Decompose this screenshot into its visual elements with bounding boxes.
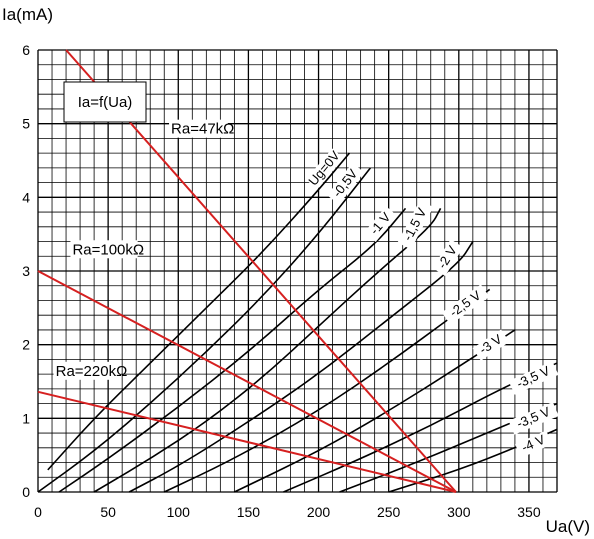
load-line bbox=[65, 49, 457, 493]
series-label: -2,5 V bbox=[441, 284, 490, 325]
load-label-bg bbox=[70, 240, 138, 259]
series-curve bbox=[234, 329, 516, 493]
x-tick-label: 200 bbox=[307, 504, 331, 520]
series-label-bg bbox=[508, 361, 559, 395]
characteristic-curves bbox=[37, 152, 558, 493]
series-label: -4 V bbox=[515, 430, 553, 458]
series-curve bbox=[283, 362, 558, 493]
series-label: -3,5 V bbox=[508, 361, 559, 395]
series-label-bg bbox=[472, 329, 510, 361]
load-line-label: Ra=47kΩ bbox=[171, 121, 234, 138]
series-curve bbox=[37, 167, 372, 493]
series-curve bbox=[58, 207, 407, 493]
y-tick-label: 0 bbox=[22, 484, 30, 500]
series-label-bg bbox=[305, 148, 344, 190]
load-line-labels: Ra=47kΩ Ra=100kΩ Ra=220kΩ bbox=[53, 119, 234, 380]
load-line bbox=[37, 390, 457, 493]
x-tick-label: 100 bbox=[167, 504, 191, 520]
series-label-bg bbox=[515, 430, 553, 458]
series-label-bg bbox=[441, 284, 490, 325]
load-line-label: Ra=220kΩ bbox=[56, 363, 128, 380]
series-label: -1,5 V bbox=[397, 200, 434, 250]
series-label-text: -3,5 V bbox=[514, 363, 552, 391]
series-label-bg bbox=[397, 200, 434, 250]
tick-labels: 0 50 100 150 200 250 300 350 0 1 2 3 4 5 6 bbox=[22, 42, 541, 520]
y-tick-label: 5 bbox=[22, 116, 30, 132]
x-tick-label: 0 bbox=[34, 504, 42, 520]
series-label-bg bbox=[432, 239, 464, 277]
load-label-bg bbox=[53, 361, 121, 380]
load-label-bg bbox=[169, 119, 228, 138]
series-curve bbox=[128, 241, 474, 493]
series-label: -3 V bbox=[472, 329, 510, 361]
load-lines bbox=[37, 49, 457, 493]
x-tick-label: 50 bbox=[100, 504, 116, 520]
series-label: -0,5V bbox=[327, 162, 365, 205]
series-label-bg bbox=[508, 402, 559, 435]
series-curve bbox=[339, 402, 558, 493]
load-line-label: Ra=100kΩ bbox=[72, 241, 144, 258]
y-axis-label: Ia(mA) bbox=[2, 5, 53, 24]
x-tick-label: 250 bbox=[377, 504, 401, 520]
chart-title: Ia=f(Ua) bbox=[78, 94, 133, 111]
y-tick-label: 6 bbox=[22, 42, 30, 58]
x-tick-label: 150 bbox=[237, 504, 261, 520]
y-tick-label: 1 bbox=[22, 410, 30, 426]
title-box: Ia=f(Ua) bbox=[63, 81, 147, 123]
y-tick-label: 4 bbox=[22, 189, 30, 205]
series-label-bg bbox=[364, 206, 398, 242]
x-tick-label: 350 bbox=[517, 504, 541, 520]
series-label-text: -3,5 V bbox=[514, 404, 552, 431]
series-curve bbox=[163, 288, 491, 493]
series-curve bbox=[93, 208, 442, 493]
y-tick-label: 2 bbox=[22, 337, 30, 353]
series-label-bg bbox=[327, 162, 365, 205]
x-tick-label: 300 bbox=[447, 504, 471, 520]
x-axis-label: Ua(V) bbox=[546, 517, 590, 536]
load-line bbox=[37, 270, 457, 493]
y-tick-label: 3 bbox=[22, 263, 30, 279]
series-label: -3,5 V bbox=[508, 402, 559, 435]
series-curve bbox=[47, 152, 351, 471]
